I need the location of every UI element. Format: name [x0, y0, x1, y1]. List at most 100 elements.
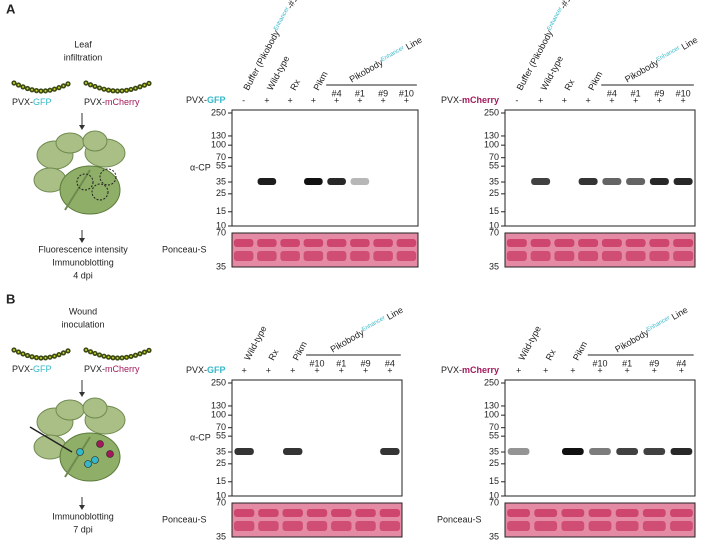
marker-label: 100 — [484, 410, 499, 420]
loading-marker: 70 — [489, 227, 499, 237]
treatment-sign: + — [311, 95, 316, 105]
virus-dot — [98, 86, 101, 89]
ponceau-band — [306, 509, 328, 517]
ponceau-band — [331, 521, 352, 531]
ponceau-band — [530, 251, 551, 261]
treatment-sign: + — [264, 95, 269, 105]
virus-dot — [62, 351, 65, 354]
treatment-sign: + — [339, 365, 344, 375]
virus-dot — [58, 86, 60, 89]
virus-dot — [94, 85, 96, 88]
ponceau-band — [561, 509, 585, 517]
construct-prefix: PVX- — [441, 365, 462, 375]
treatment-sign: + — [363, 365, 368, 375]
ponceau-band — [554, 239, 575, 247]
leaf — [82, 130, 108, 152]
ponceau-band — [506, 251, 527, 261]
treatment-sign: + — [404, 95, 409, 105]
ponceau-band — [670, 521, 693, 531]
virus-dot — [62, 84, 65, 87]
lane-label: #10 — [592, 358, 607, 368]
ponceau-band — [257, 251, 277, 261]
band — [562, 448, 584, 456]
lane-label: Wild-type — [265, 54, 291, 92]
group-label-pre: Pikobody — [348, 57, 385, 84]
marker-label: 130 — [211, 400, 226, 410]
treatment-sign: + — [657, 95, 662, 105]
ponceau-band — [642, 521, 666, 531]
schematic-caption: Fluorescence intensity — [38, 244, 128, 254]
ponceau-band — [350, 239, 370, 247]
virus-dot — [116, 89, 119, 92]
virus-dot — [31, 355, 33, 358]
marker-label: 250 — [484, 107, 499, 117]
inoculation-spot — [84, 460, 92, 468]
band — [626, 178, 646, 186]
leaf — [55, 399, 85, 421]
group-label: PikobodyEnhancer Line — [329, 305, 405, 355]
band — [578, 178, 598, 186]
lane-label-sup: Enhancer — [546, 6, 563, 31]
virus-dot — [121, 356, 123, 359]
marker-label: 15 — [216, 476, 226, 486]
virus-dot — [130, 355, 132, 358]
marker-label: 25 — [489, 188, 499, 198]
lane-label: Rx — [288, 77, 302, 92]
virus-dot — [40, 356, 42, 359]
group-label-post: Line — [402, 35, 424, 53]
blot — [231, 379, 403, 497]
band — [380, 448, 400, 456]
construct-label: PVX-mCherry — [441, 95, 499, 105]
marker-label: 15 — [216, 206, 226, 216]
lane-label: #1 — [631, 88, 641, 98]
ponceau-band — [373, 239, 393, 247]
virus-dot — [13, 82, 15, 84]
virus-dot — [58, 353, 60, 356]
lane-label: #10 — [399, 88, 414, 98]
loading-label: Ponceau-S — [437, 514, 482, 524]
virus-dot — [139, 352, 141, 355]
virus-dot — [148, 349, 150, 352]
loading-label: Ponceau-S — [162, 244, 207, 254]
lane-label: #1 — [622, 358, 632, 368]
marker-label: 25 — [216, 188, 226, 198]
construct-highlight: GFP — [33, 364, 52, 374]
lane-label: Pikm — [571, 340, 589, 362]
marker-label: 35 — [216, 446, 226, 456]
virus-dot — [107, 89, 110, 92]
ponceau-band — [355, 509, 376, 517]
virus-dot — [112, 356, 114, 359]
group-label-post: Line — [668, 305, 690, 323]
marker-label: 100 — [211, 140, 226, 150]
lane-label: #10 — [309, 358, 324, 368]
loading-marker: 35 — [489, 531, 499, 541]
construct-prefix: PVX- — [186, 95, 207, 105]
lane-label: #4 — [676, 358, 686, 368]
virus-dot — [44, 356, 47, 359]
group-label-sup: Enhancer — [655, 45, 680, 63]
stem — [64, 436, 91, 478]
lane-label: Rx — [266, 347, 280, 362]
marker-label: 10 — [489, 490, 499, 500]
virus-dot — [17, 350, 20, 353]
blot — [231, 109, 419, 227]
lane-label: Rx — [562, 77, 576, 92]
ponceau-band — [588, 521, 612, 531]
treatment-sign: + — [380, 95, 385, 105]
virus-dot — [53, 88, 56, 91]
construct-prefix: PVX- — [84, 97, 105, 107]
lane-label: #4 — [385, 358, 395, 368]
virus-dot — [49, 89, 51, 92]
marker-label: 35 — [489, 176, 499, 186]
construct-label: PVX-GFP — [186, 95, 226, 105]
treatment-sign: + — [633, 95, 638, 105]
infiltration-zone — [76, 173, 94, 191]
arrow-head — [79, 238, 85, 243]
virus-dot — [94, 352, 96, 355]
ponceau-band — [396, 251, 417, 261]
inoculation-spot — [106, 450, 114, 458]
loading-label: Ponceau-S — [162, 514, 207, 524]
group-label-post: Line — [678, 35, 700, 53]
arrow-head — [79, 392, 85, 397]
ponceau-band — [601, 251, 622, 261]
